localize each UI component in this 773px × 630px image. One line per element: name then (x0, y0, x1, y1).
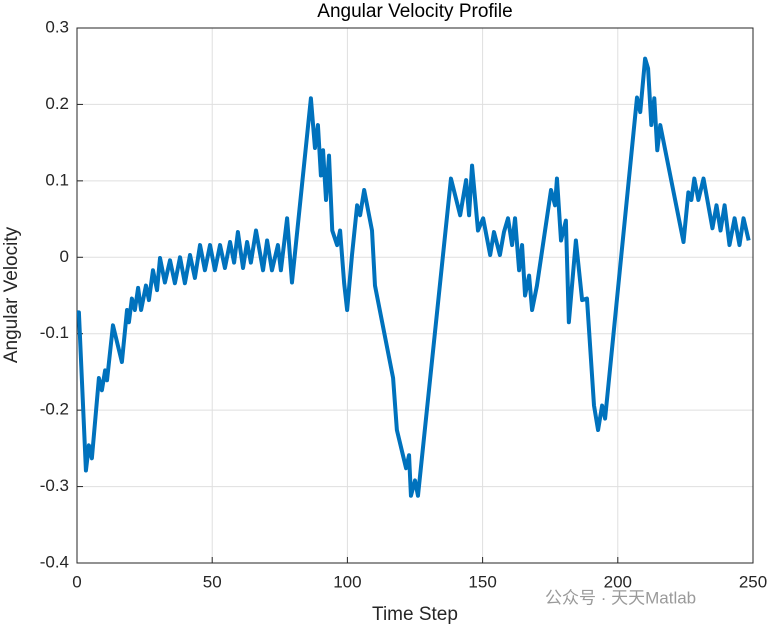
y-axis-label: Angular Velocity (1, 226, 22, 363)
y-tick-label: -0.4 (40, 552, 69, 571)
x-tick-label: 200 (604, 572, 632, 591)
y-tick-label: 0 (60, 247, 69, 266)
y-tick-label: -0.1 (40, 323, 69, 342)
axes-box (76, 27, 754, 564)
y-tick-label: -0.3 (40, 476, 69, 495)
y-tick-label: 0.3 (45, 17, 69, 36)
x-axis-label: Time Step (372, 604, 458, 625)
y-tick-label: -0.2 (40, 400, 69, 419)
x-tick-label: 0 (72, 572, 81, 591)
x-tick-label: 100 (333, 572, 361, 591)
watermark: 公众号 · 天天Matlab (545, 588, 696, 607)
y-tick-label: 0.1 (45, 170, 69, 189)
x-tick-label: 150 (468, 572, 496, 591)
y-tick-label: 0.2 (45, 94, 69, 113)
x-tick-label: 50 (203, 572, 222, 591)
data-line (76, 56, 751, 498)
x-tick-label: 250 (739, 572, 767, 591)
chart-title: Angular Velocity Profile (317, 1, 512, 22)
